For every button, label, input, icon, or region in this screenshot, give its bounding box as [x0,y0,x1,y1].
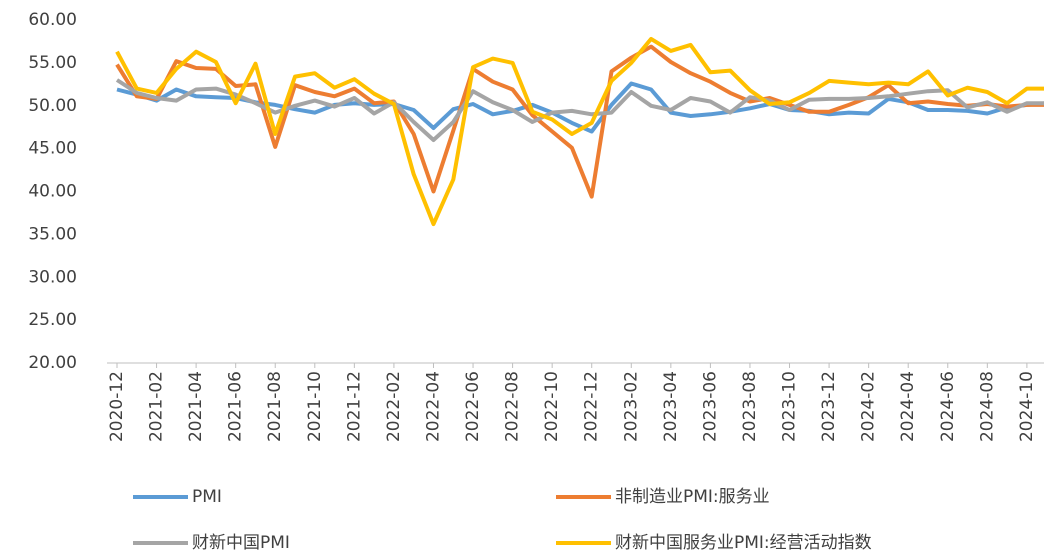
y-tick-label: 35.00 [28,224,77,244]
y-tick-label: 20.00 [28,353,77,373]
y-tick-label: 55.00 [28,53,77,73]
legend-label: PMI [192,487,222,507]
x-tick-label: 2021-12 [344,371,364,442]
x-tick-label: 2023-12 [819,371,839,442]
x-tick-label: 2024-04 [898,371,918,442]
y-tick-label: 45.00 [28,139,77,159]
x-tick-label: 2023-08 [740,371,760,442]
y-tick-label: 30.00 [28,267,77,287]
x-tick-label: 2021-04 [186,371,206,442]
series-line [115,36,1044,227]
x-tick-label: 2024-06 [938,371,958,442]
y-tick-label: 40.00 [28,182,77,202]
legend-label: 非制造业PMI:服务业 [615,487,770,507]
x-tick-label: 2022-10 [542,371,562,442]
x-tick-label: 2024-08 [977,371,997,442]
x-tick-label: 2022-02 [384,371,404,442]
x-tick-label: 2024-02 [859,371,879,442]
x-tick-label: 2024-10 [1017,371,1037,442]
y-tick-label: 60.00 [28,10,77,30]
x-tick-label: 2023-06 [700,371,720,442]
series-line [115,44,1044,199]
x-tick-label: 2023-10 [780,371,800,442]
x-tick-label: 2022-08 [503,371,523,442]
x-tick-label: 2022-04 [423,371,443,442]
x-tick-label: 2023-04 [661,371,681,442]
x-tick-label: 2022-12 [582,371,602,442]
legend-label: 财新中国服务业PMI:经营活动指数 [615,533,872,553]
y-tick-label: 25.00 [28,310,77,330]
x-tick-label: 2023-02 [621,371,641,442]
x-tick-label: 2021-08 [265,371,285,442]
y-tick-label: 50.00 [28,96,77,116]
x-tick-label: 2021-02 [147,371,167,442]
x-tick-label: 2022-06 [463,371,483,442]
x-tick-label: 2021-06 [226,371,246,442]
legend-label: 财新中国PMI [192,533,290,553]
x-tick-label: 2021-10 [305,371,325,442]
x-tick-label: 2020-12 [107,371,127,442]
series-line [115,78,1044,142]
